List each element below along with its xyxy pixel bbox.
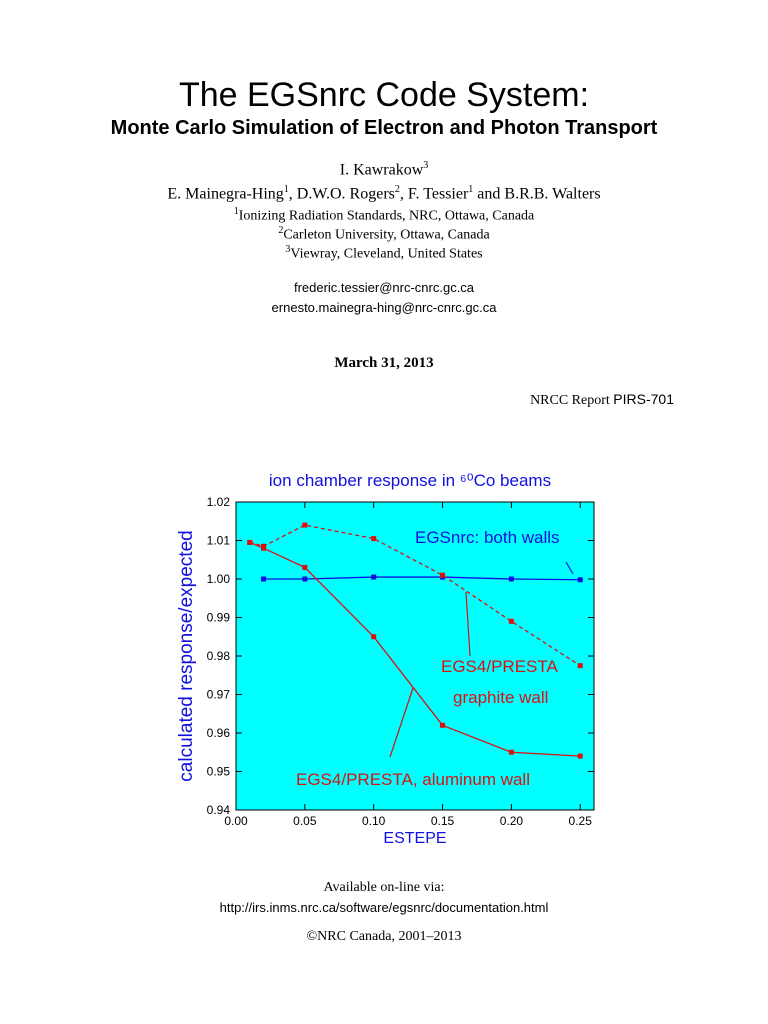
point <box>371 536 377 542</box>
url: http://irs.inms.nrc.ca/software/egsnrc/d… <box>219 900 549 915</box>
x-tick-label: 0.05 <box>293 814 317 828</box>
email: ernesto.mainegra-hing@nrc-cnrc.gc.ca <box>271 300 497 315</box>
affiliation-text: Carleton University, Ottawa, Canada <box>283 227 490 243</box>
y-tick-label: 0.96 <box>207 726 231 740</box>
email: frederic.tessier@nrc-cnrc.gc.ca <box>293 280 475 295</box>
chart-title: ion chamber response in ⁶⁰Co beams <box>269 471 551 490</box>
y-tick-label: 0.98 <box>207 649 231 663</box>
point <box>440 722 446 728</box>
arrows <box>389 561 574 758</box>
author: and B.R.B. Walters <box>473 185 601 203</box>
affiliation: 1Ionizing Radiation Standards, NRC, Otta… <box>0 206 768 225</box>
point <box>577 753 583 759</box>
report: NRCC Report PIRS-701 <box>530 391 674 409</box>
point <box>261 545 267 551</box>
point <box>577 577 583 583</box>
y-tick-label: 0.95 <box>207 765 231 779</box>
x-tick-label: 0.25 <box>569 814 593 828</box>
author: E. Mainegra-Hing <box>167 185 284 203</box>
arrow <box>465 591 471 657</box>
affiliation-sup: 1 <box>233 206 239 217</box>
authors-line: I. Kawrakow3 <box>0 160 768 179</box>
point <box>261 576 267 582</box>
point <box>247 539 253 545</box>
plot-area <box>235 501 595 811</box>
copyright: ©NRC Canada, 2001–2013 <box>306 929 462 944</box>
arrow <box>389 687 414 758</box>
author: I. Kawrakow <box>339 161 424 179</box>
affiliation: 2Carleton University, Ottawa, Canada <box>0 225 768 244</box>
annotation: graphite wall <box>453 688 548 707</box>
authors-line: E. Mainegra-Hing1, D.W.O. Rogers2, F. Te… <box>0 184 768 203</box>
affiliation-text: Ionizing Radiation Standards, NRC, Ottaw… <box>238 208 535 224</box>
y-tick-label: 0.97 <box>207 688 231 702</box>
author-sup: 1 <box>283 184 289 195</box>
y-tick-label: 1.02 <box>207 495 231 509</box>
y-tick-label: 1.01 <box>207 534 231 548</box>
point <box>371 634 377 640</box>
point <box>508 749 514 755</box>
series-line <box>263 576 581 581</box>
point <box>302 576 308 582</box>
x-tick-label: 0.10 <box>362 814 386 828</box>
x-tick-label: 0.20 <box>500 814 524 828</box>
affiliation-sup: 2 <box>278 225 284 236</box>
annotation: EGS4/PRESTA, aluminum wall <box>296 770 530 789</box>
point <box>371 574 377 580</box>
author-sup: 3 <box>423 160 429 171</box>
point <box>302 522 308 528</box>
y-axis-label: calculated response/expected <box>176 530 197 781</box>
report-number: PIRS-701 <box>613 391 674 407</box>
point <box>508 576 514 582</box>
point <box>508 618 514 624</box>
author-sup: 2 <box>394 184 400 195</box>
arrow <box>565 561 574 575</box>
y-tick-label: 0.94 <box>207 803 231 817</box>
report-prefix: NRCC Report <box>530 393 610 408</box>
point <box>302 564 308 570</box>
point <box>440 572 446 578</box>
title: The EGSnrc Code System: <box>178 76 590 114</box>
x-tick-label: 0.15 <box>431 814 455 828</box>
annotation: EGS4/PRESTA <box>441 657 558 676</box>
x-axis-label: ESTEPE <box>383 830 446 847</box>
author: , D.W.O. Rogers <box>288 185 395 203</box>
available: Available on-line via: <box>323 880 445 895</box>
author: , F. Tessier <box>399 185 469 203</box>
annotation: EGSnrc: both walls <box>415 528 560 547</box>
y-tick-label: 0.99 <box>207 611 231 625</box>
point <box>577 663 583 669</box>
author-sup: 1 <box>468 184 474 195</box>
affiliation: 3Viewray, Cleveland, United States <box>0 244 768 263</box>
date: March 31, 2013 <box>334 355 434 371</box>
affiliation-text: Viewray, Cleveland, United States <box>290 246 483 262</box>
x-tick-label: 0.00 <box>224 814 248 828</box>
subtitle: Monte Carlo Simulation of Electron and P… <box>110 117 658 139</box>
y-tick-label: 1.00 <box>207 572 231 586</box>
affiliation-sup: 3 <box>285 244 291 255</box>
